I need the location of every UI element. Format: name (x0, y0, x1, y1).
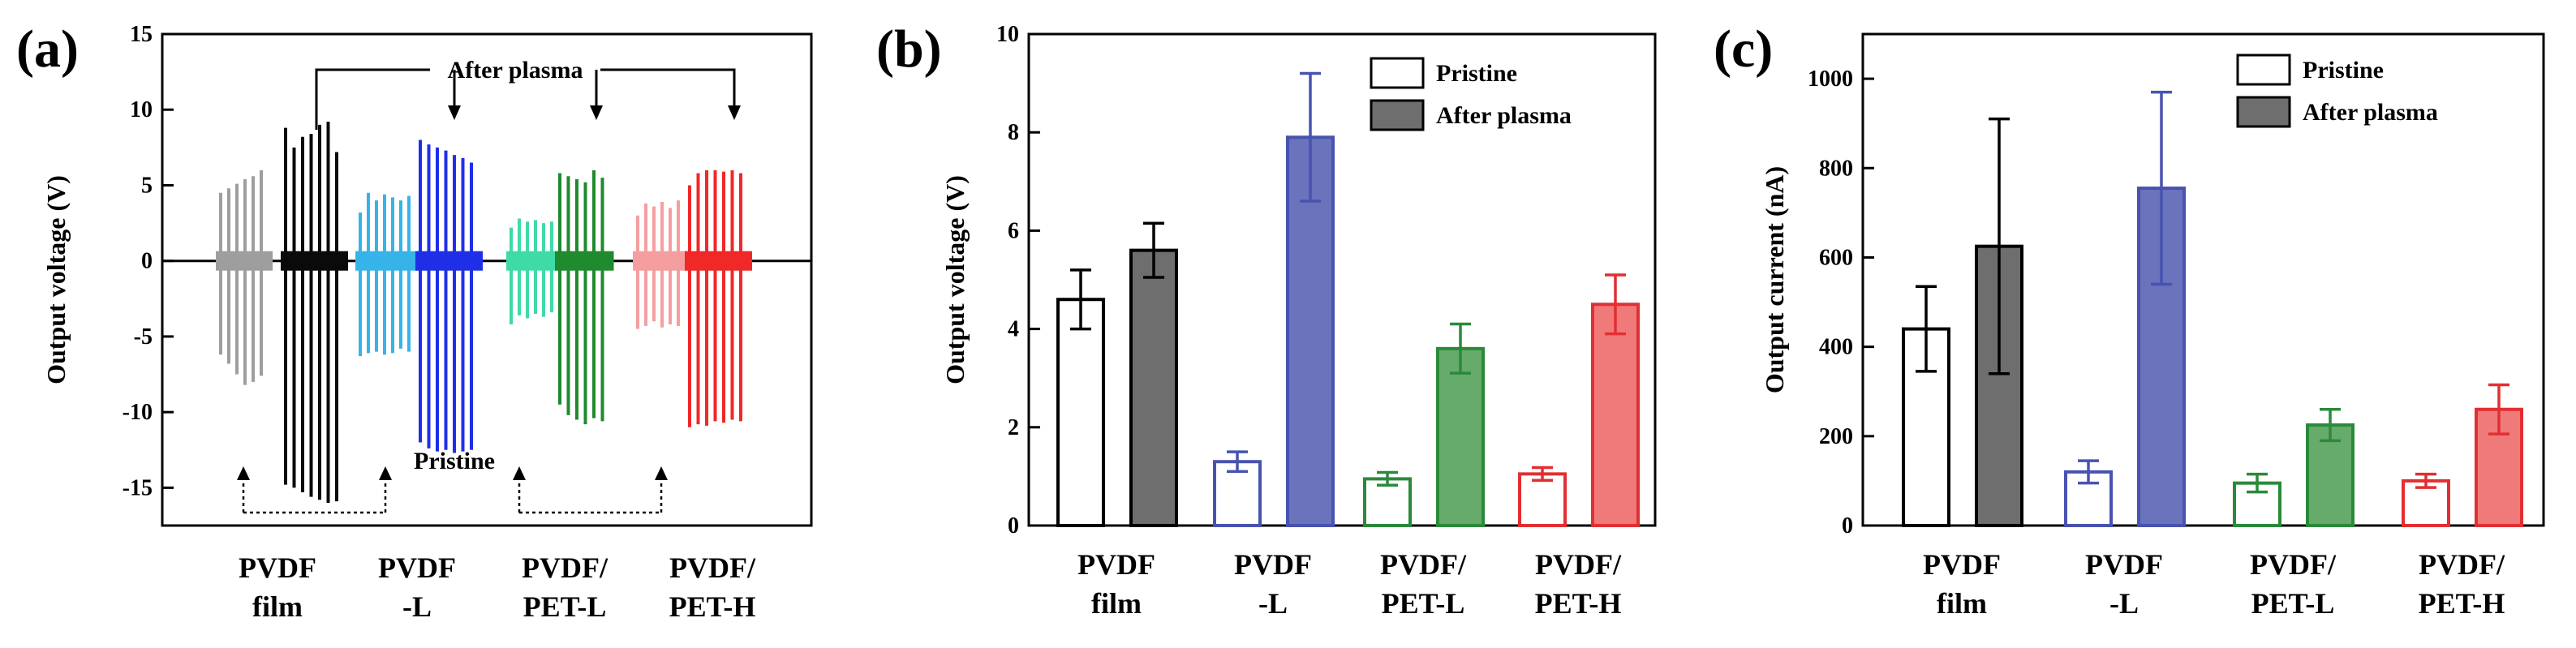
panel-b-legend-label: After plasma (1436, 102, 1572, 129)
panel-b-y-tick-label: 10 (996, 22, 1019, 47)
panel-c-x-tick-label: PVDF/ (2419, 548, 2505, 581)
panel-c-x-tick-label: PVDF (1923, 548, 2001, 581)
panel-a-y-tick-label: 10 (130, 97, 153, 122)
panel-b-bar-plasma (1591, 303, 1640, 527)
panel-a-plot-frame (161, 32, 813, 527)
panel-a-up-arrow (379, 466, 392, 480)
panel-b-y-tick-label: 2 (1008, 415, 1019, 440)
panel-c-plot-frame (1861, 32, 2545, 527)
panel-b-x-tick-label: film (1091, 587, 1142, 620)
panel-a-after-plasma-label: After plasma (448, 57, 583, 84)
panel-b-bar-pristine (1518, 472, 1567, 527)
panel-a-x-tick-label: film (252, 590, 303, 623)
panel-a-x-tick-label: PVDF (378, 551, 456, 584)
panel-c-x-tick-label: film (1937, 587, 1987, 620)
panel-c-legend-swatch (2236, 96, 2291, 128)
panel-a-y-axis-label: Output voltage (V) (41, 175, 71, 384)
panel-a-y-tick-label: -15 (123, 475, 153, 500)
panel-b-voltage-bars: 0 2 4 6 8 10 Output voltage (V) (b) Pristine Afte… (876, 19, 1657, 620)
panel-c-x-tick-label: PVDF/ (2250, 548, 2337, 581)
panel-b-x-tick-label: PVDF/ (1380, 548, 1467, 581)
panel-c-legend-label: After plasma (2303, 99, 2438, 126)
panel-c-x-tick-label: PET-H (2419, 587, 2505, 620)
panel-a-y-tick-label: 15 (130, 22, 153, 47)
panel-b-x-tick-label: PVDF (1234, 548, 1312, 581)
panel-a-x-tick-label: -L (402, 590, 432, 623)
panel-b-legend-swatch (1370, 57, 1425, 89)
panel-b-x-tick-label: PVDF/ (1535, 548, 1622, 581)
panel-c-legend-swatch (2236, 54, 2291, 86)
panel-a-x-tick-label: PVDF/ (669, 551, 756, 584)
panel-b-x-tick-label: PET-L (1382, 587, 1465, 620)
panel-b-x-tick-label: PET-H (1535, 587, 1622, 620)
panel-c-y-tick-label: 400 (1819, 335, 1853, 360)
panel-c-panel-label: (c) (1714, 19, 1773, 79)
panel-b-bar-plasma (1129, 248, 1178, 527)
panel-a-y-tick-label: -5 (134, 324, 153, 350)
panel-c-y-tick-label: 0 (1842, 513, 1853, 539)
panel-b-x-tick-label: PVDF (1077, 548, 1155, 581)
panel-b-y-tick-label: 8 (1008, 120, 1019, 145)
panel-c-x-tick-label: -L (2109, 587, 2139, 620)
panel-a-y-tick-label: 5 (141, 173, 153, 198)
panel-b-y-tick-label: 6 (1008, 218, 1019, 243)
panel-b-y-axis-label: Output voltage (V) (940, 175, 970, 384)
panel-a-voltage-waveforms: -15 -10 -5 0 5 10 15 Output voltage (V) (a) After… (16, 19, 813, 623)
panel-a-after-plasma-bracket (315, 68, 736, 130)
panel-c-y-tick-label: 200 (1819, 424, 1853, 449)
panel-c-x-tick-label: PET-L (2251, 587, 2335, 620)
panel-b-plot-frame (1027, 32, 1657, 527)
panel-a-down-arrow (590, 105, 603, 120)
panel-b-y-tick-label: 4 (1008, 317, 1019, 342)
panel-a-x-tick-label: PET-L (523, 590, 607, 623)
panel-a-pristine-label: Pristine (414, 448, 495, 474)
panel-a-x-tick-label: PVDF (239, 551, 316, 584)
panel-b-bar-pristine (1056, 298, 1105, 527)
panel-c-y-axis-label: Output current (nA) (1760, 166, 1789, 393)
panel-c-y-tick-label: 800 (1819, 156, 1853, 181)
panel-c-x-tick-label: PVDF (2085, 548, 2163, 581)
panel-a-x-tick-label: PET-H (669, 590, 756, 623)
panel-b-legend-swatch (1370, 99, 1425, 131)
panel-b-panel-label: (b) (876, 19, 942, 79)
panel-a-up-arrow (237, 466, 250, 480)
panel-c-y-tick-label: 1000 (1808, 67, 1853, 92)
panel-c-current-bars: 0 200 400 600 800 1000 Output current (nA) (c) P… (1714, 19, 2545, 620)
panel-b-legend-label: Pristine (1436, 60, 1517, 87)
panel-a-up-arrow (655, 466, 668, 480)
panel-b-bar-plasma (1436, 346, 1485, 527)
panel-a-y-tick-label: -10 (123, 400, 153, 425)
panel-b-y-tick-label: 0 (1008, 513, 1019, 539)
panel-a-down-arrow (448, 105, 461, 120)
panel-a-up-arrow (513, 466, 526, 480)
panel-c-legend-label: Pristine (2303, 57, 2384, 84)
panel-a-x-tick-label: PVDF/ (522, 551, 609, 584)
panel-a-down-arrow (728, 105, 741, 120)
panel-a-panel-label: (a) (16, 19, 79, 79)
panel-b-x-tick-label: -L (1258, 587, 1288, 620)
panel-c-y-tick-label: 600 (1819, 245, 1853, 270)
panel-a-y-tick-label: 0 (141, 249, 153, 274)
